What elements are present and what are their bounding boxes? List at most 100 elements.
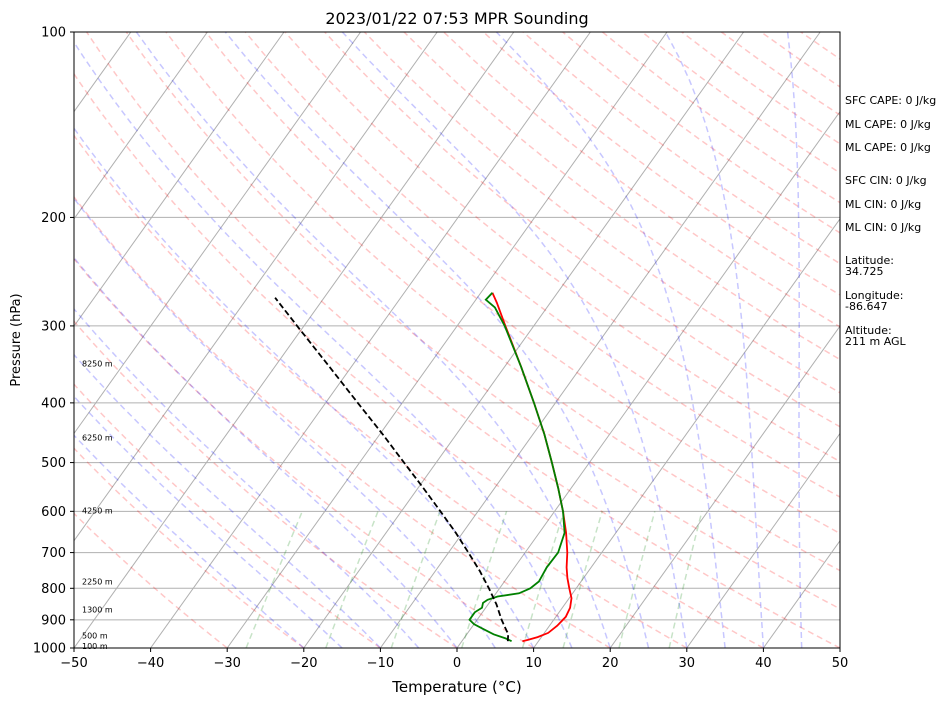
background-lines [74, 32, 840, 648]
moist-adiabat-line [74, 197, 496, 648]
isotherm-line [74, 32, 515, 648]
isotherm-line [303, 32, 745, 648]
sfc-cape-text: SFC CAPE: 0 J/kg [845, 94, 936, 107]
dry-adiabat-line [125, 32, 840, 610]
isotherm-line [762, 539, 840, 648]
moist-adiabat-line [74, 41, 573, 648]
y-tick-label: 800 [41, 582, 66, 597]
y-tick-label: 300 [41, 319, 66, 334]
dry-adiabat-line [74, 195, 611, 648]
isotherm-line [226, 32, 668, 648]
moist-adiabat-line [74, 434, 305, 648]
profile-series-3 [274, 297, 510, 642]
isotherm-line [74, 32, 438, 542]
moist-adiabat-line [135, 32, 611, 648]
x-tick-label: 0 [453, 656, 461, 671]
height-label: 4250 m [82, 506, 113, 515]
y-tick-label: 900 [41, 613, 66, 628]
isotherm-line [609, 325, 840, 648]
moist-adiabat-line [74, 307, 420, 648]
y-axis-label: Pressure (hPa) [9, 293, 24, 386]
moist-adiabat-line [74, 395, 343, 648]
ml-cape-text: ML CAPE: 0 J/kg [845, 118, 931, 131]
mixing-ratio-line [245, 511, 303, 648]
x-tick-label: 20 [602, 656, 619, 671]
dry-adiabat-line [74, 447, 305, 648]
dry-adiabat-line [85, 32, 840, 648]
height-label: 1300 m [82, 606, 113, 615]
sfc-cin-text: SFC CIN: 0 J/kg [845, 174, 927, 187]
mixing-ratio-line [562, 511, 603, 648]
y-tick-label: 1000 [33, 642, 66, 657]
moist-adiabat-line [341, 32, 688, 648]
ml-cape-text-2: ML CAPE: 0 J/kg [845, 141, 931, 154]
mixing-ratio-line [521, 511, 565, 648]
x-axis-label: Temperature (°C) [391, 678, 521, 696]
indices-panel: SFC CAPE: 0 J/kg ML CAPE: 0 J/kg ML CAPE… [845, 94, 936, 348]
isotherm-line [74, 32, 208, 220]
dry-adiabat-line [74, 134, 688, 648]
mixing-ratio-line [390, 511, 441, 648]
moist-adiabat-line [664, 32, 765, 648]
y-tick-label: 100 [41, 26, 66, 41]
dry-adiabat-line [244, 32, 840, 498]
latitude-label: Latitude: [845, 254, 894, 267]
x-tick-label: −10 [367, 656, 394, 671]
x-tick-label: −40 [137, 656, 164, 671]
dry-adiabat-line [205, 32, 840, 535]
altitude-label: Altitude: [845, 324, 892, 337]
dry-adiabat-line [165, 32, 840, 572]
moist-adiabat-line [74, 256, 458, 648]
isotherm-line [379, 32, 821, 648]
x-tick-label: 50 [832, 656, 849, 671]
longitude-value: -86.647 [845, 300, 887, 313]
chart-title: 2023/01/22 07:53 MPR Sounding [325, 9, 588, 28]
height-label: 8250 m [82, 359, 113, 368]
dry-adiabat-line [363, 32, 840, 394]
x-tick-label: 10 [525, 656, 542, 671]
x-tick-label: 30 [679, 656, 696, 671]
mixing-ratio-line [460, 511, 508, 648]
mixing-ratio-line [325, 511, 379, 648]
isotherm-line [150, 32, 591, 648]
x-tick-label: 40 [755, 656, 772, 671]
x-tick-label: −50 [60, 656, 87, 671]
dry-adiabat-line [74, 72, 764, 648]
moist-adiabat-line [74, 353, 381, 648]
isotherm-line [456, 110, 840, 648]
mixing-ratio-line [618, 511, 656, 648]
moist-adiabat-line [74, 127, 535, 648]
isotherm-line [74, 32, 285, 328]
moist-adiabat-line [224, 32, 650, 648]
ml-cin-text-2: ML CIN: 0 J/kg [845, 221, 921, 234]
height-label: 100 m [82, 642, 108, 651]
moist-adiabat-line [786, 32, 803, 648]
dry-adiabat-line [403, 32, 840, 361]
moist-adiabat-line [495, 32, 726, 648]
latitude-value: 34.725 [845, 265, 884, 278]
isotherm-line [74, 32, 362, 435]
dry-adiabat-line [74, 257, 534, 648]
longitude-label: Longitude: [845, 289, 903, 302]
height-label: 6250 m [82, 433, 113, 442]
ml-cin-text: ML CIN: 0 J/kg [845, 198, 921, 211]
height-label: 500 m [82, 632, 108, 641]
x-tick-label: −30 [213, 656, 240, 671]
profile-series-2 [468, 292, 566, 643]
y-tick-label: 400 [41, 396, 66, 411]
x-tick-label: −20 [290, 656, 317, 671]
isotherm-line [686, 432, 840, 648]
y-tick-label: 600 [41, 505, 66, 520]
y-tick-label: 700 [41, 546, 66, 561]
isotherm-line [533, 218, 840, 648]
altitude-value: 211 m AGL [845, 335, 907, 348]
y-tick-label: 500 [41, 456, 66, 471]
mixing-ratio-line [668, 511, 703, 648]
dry-adiabat-line [74, 383, 381, 648]
profile-lines [274, 292, 573, 643]
height-label: 2250 m [82, 578, 113, 587]
y-tick-label: 200 [41, 211, 66, 226]
plot-background [74, 32, 840, 648]
